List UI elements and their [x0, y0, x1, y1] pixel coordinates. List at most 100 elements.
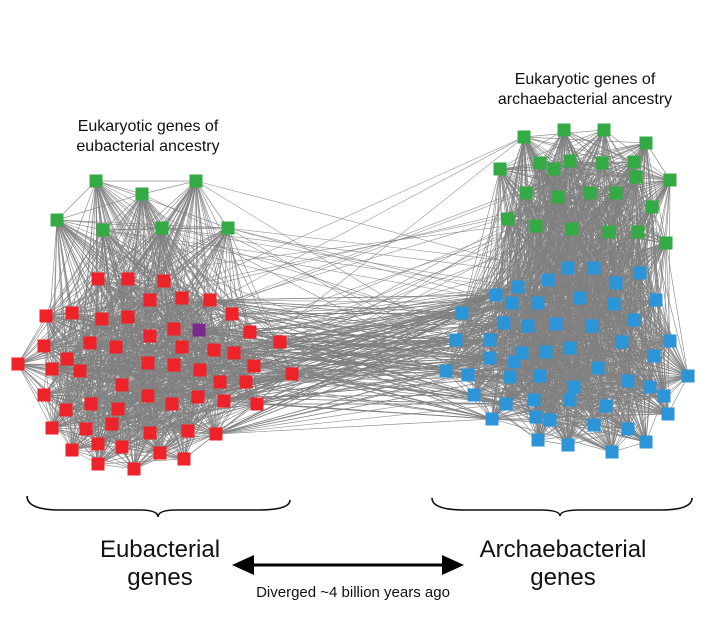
network-edge	[51, 427, 99, 445]
archaebacterial-gene-node	[681, 369, 695, 383]
network-edge	[161, 227, 199, 398]
archaebacterial-gene-node	[455, 306, 469, 320]
network-edge	[133, 227, 163, 470]
network-edge	[473, 394, 539, 441]
eukaryotic-gene-node	[597, 123, 611, 137]
eukaryotic-gene-node	[627, 155, 641, 169]
network-edge	[71, 227, 229, 314]
network-edge	[102, 229, 175, 366]
network-edge	[65, 409, 99, 465]
network-edge	[227, 227, 247, 383]
eukaryotic-gene-node	[519, 186, 533, 200]
network-edge	[56, 219, 87, 430]
eukaryotic-gene-node	[645, 200, 659, 214]
network-edge	[171, 329, 200, 405]
eubacterial-gene-node	[141, 389, 155, 403]
network-edge	[195, 180, 251, 333]
network-edge	[56, 219, 173, 405]
network-edge	[97, 206, 653, 280]
network-edge	[223, 400, 493, 420]
network-edge	[611, 176, 637, 453]
network-edge	[549, 419, 613, 453]
network-edge	[597, 242, 667, 369]
network-edge	[517, 231, 610, 288]
network-edge	[195, 180, 229, 229]
right-brace-icon	[431, 497, 693, 517]
network-edge	[197, 396, 507, 405]
network-edge	[51, 403, 173, 429]
network-edge	[97, 192, 617, 465]
archaebacterial-gene-node	[505, 296, 519, 310]
eukaryotic-gene-node	[602, 225, 616, 239]
network-edge	[43, 384, 123, 396]
archaebacterial-gene-node	[531, 296, 545, 310]
network-edge	[611, 206, 653, 453]
eukaryotic-gene-node	[533, 156, 547, 170]
euk-archaeal-label: Eukaryotic genes of archaebacterial ance…	[470, 70, 700, 110]
network-edge	[121, 446, 185, 460]
eukaryotic-gene-node	[493, 162, 507, 176]
network-edge	[253, 286, 519, 367]
network-edge	[537, 196, 559, 441]
archaebacterial-gene-node	[499, 397, 513, 411]
eubacterial-gene-node	[45, 362, 59, 376]
eubacterial-gene-node	[45, 421, 59, 435]
network-edge	[66, 229, 104, 360]
network-edge	[215, 403, 507, 435]
network-edge	[525, 192, 541, 377]
network-edge	[209, 294, 497, 301]
network-edge	[45, 227, 229, 317]
eubacterial-gene-node	[65, 443, 79, 457]
left-brace-icon	[26, 495, 291, 518]
network-edge	[503, 231, 610, 324]
network-edge	[256, 206, 653, 405]
archaebacterial-gene-node	[633, 266, 647, 280]
network-edge	[231, 313, 515, 363]
eubacterial-gene-node	[167, 358, 181, 372]
eubacterial-gene-node	[273, 335, 287, 349]
network-edge	[509, 242, 667, 378]
network-edge	[605, 206, 653, 407]
network-edge	[461, 136, 525, 314]
eukaryotic-gene-node	[631, 225, 645, 239]
archaebacterial-gene-node	[461, 368, 475, 382]
network-edge	[495, 228, 573, 296]
network-edge	[133, 193, 143, 470]
network-edge	[533, 206, 653, 401]
eukaryotic-gene-node	[89, 174, 103, 188]
eubacterial-gene-node	[243, 325, 257, 339]
network-edge	[102, 229, 258, 405]
eubacterial-gene-node	[141, 356, 155, 370]
eubacterial-gene-node	[153, 446, 167, 460]
network-edge	[555, 231, 639, 325]
eubacterial-gene-node	[121, 310, 135, 324]
network-edge	[537, 231, 639, 441]
archaebacterial-gene-node	[647, 349, 661, 363]
eukaryotic-gene-node	[609, 186, 623, 200]
network-edge	[115, 227, 229, 348]
network-edge	[455, 231, 610, 341]
eukaryotic-gene-node	[517, 130, 531, 144]
archaebacterial-gene-node	[573, 291, 587, 305]
euk-eubacterial-label-line2: eubacterial ancestry	[76, 138, 220, 155]
eukaryotic-gene-node	[155, 221, 169, 235]
network-edge	[141, 193, 571, 401]
archaebacterial-gene-node	[497, 316, 511, 330]
network-edge	[611, 242, 667, 453]
eubacterial-genes-label: Eubacterial genes	[80, 536, 240, 592]
network-edge	[227, 227, 539, 304]
eubacterial-gene-node	[225, 307, 239, 321]
network-edge	[455, 225, 537, 341]
network-edge	[209, 299, 511, 378]
network-edge	[198, 286, 519, 331]
eubacterial-gene-node	[83, 336, 97, 350]
network-edge	[159, 242, 667, 454]
archaebacterial-gene-node	[483, 333, 497, 347]
network-edge	[567, 428, 629, 446]
eubacterial-gene-node	[177, 452, 191, 466]
network-edge	[159, 227, 163, 454]
eukaryotic-gene-node	[629, 170, 643, 184]
network-edge	[149, 180, 197, 337]
network-edge	[121, 227, 229, 386]
network-edge	[219, 196, 559, 383]
